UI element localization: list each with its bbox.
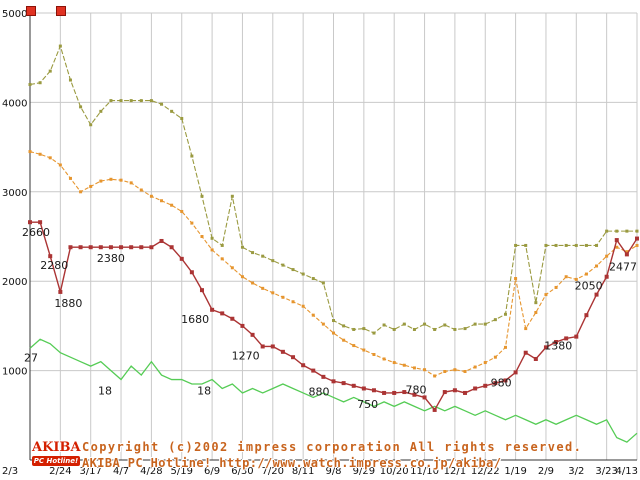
svg-text:2280: 2280 [40,259,68,272]
svg-text:1680: 1680 [181,313,209,326]
svg-text:3000: 3000 [2,188,27,199]
svg-text:6/9: 6/9 [204,466,220,477]
svg-text:1270: 1270 [232,349,260,362]
svg-text:2/3: 2/3 [2,466,18,477]
site-url-text: AKIBA PC Hotline! http://www.watch.impre… [82,456,502,470]
svg-text:2477: 2477 [609,261,637,274]
svg-text:3/17: 3/17 [79,466,101,477]
point-labels: 2660 2280 1880 2380 1680 1270 880 750 780 980 1380… [22,226,637,411]
red-mark-icon [26,6,36,16]
svg-text:8/11: 8/11 [292,466,314,477]
svg-text:2050: 2050 [575,280,603,293]
svg-text:18: 18 [197,385,211,398]
svg-text:9/29: 9/29 [353,466,375,477]
svg-text:3/23: 3/23 [595,466,617,477]
svg-text:4/7: 4/7 [113,466,129,477]
svg-text:27: 27 [24,351,38,364]
footer: AKIBA PC Hotline! Copyright (c)2002 impr… [0,438,640,480]
svg-text:5/19: 5/19 [171,466,193,477]
svg-text:2660: 2660 [22,226,50,239]
series-shops [29,338,638,443]
series-avg-price [28,150,639,378]
svg-text:980: 980 [491,376,512,389]
svg-text:12/1: 12/1 [444,466,466,477]
svg-text:4/28: 4/28 [140,466,162,477]
svg-text:2/24: 2/24 [49,466,71,477]
akiba-logo-text: AKIBA [32,440,81,455]
svg-text:10/20: 10/20 [380,466,409,477]
svg-text:12/22: 12/22 [471,466,500,477]
pc-hotline-badge: PC Hotline! [32,456,80,466]
axes [29,13,637,461]
svg-text:4/13: 4/13 [616,466,638,477]
axis-tick-labels: 1000 2000 3000 4000 5000 2/3 2/24 3/17 4/7 4/28 5/… [2,9,638,477]
red-mark-icon [56,6,66,16]
svg-text:2380: 2380 [97,252,125,265]
svg-text:4000: 4000 [2,98,27,109]
akiba-logo: AKIBA PC Hotline! [32,440,81,466]
copyright-text: Copyright (c)2002 impress corporation Al… [82,440,583,454]
svg-text:3/2: 3/2 [568,466,584,477]
series-max-price [28,44,639,335]
svg-text:780: 780 [406,383,427,396]
svg-text:2/9: 2/9 [538,466,554,477]
svg-text:1380: 1380 [544,340,572,353]
svg-text:2000: 2000 [2,277,27,288]
svg-text:7/20: 7/20 [262,466,284,477]
svg-text:1000: 1000 [2,367,27,378]
svg-text:11/10: 11/10 [410,466,439,477]
svg-text:9/8: 9/8 [325,466,341,477]
series-min-price [28,220,639,412]
gridlines [29,12,638,460]
svg-text:18: 18 [98,385,112,398]
svg-text:750: 750 [357,398,378,411]
svg-text:5000: 5000 [2,9,27,20]
svg-text:6/30: 6/30 [231,466,253,477]
svg-text:880: 880 [309,385,330,398]
svg-text:1/19: 1/19 [504,466,526,477]
svg-text:1880: 1880 [54,297,82,310]
